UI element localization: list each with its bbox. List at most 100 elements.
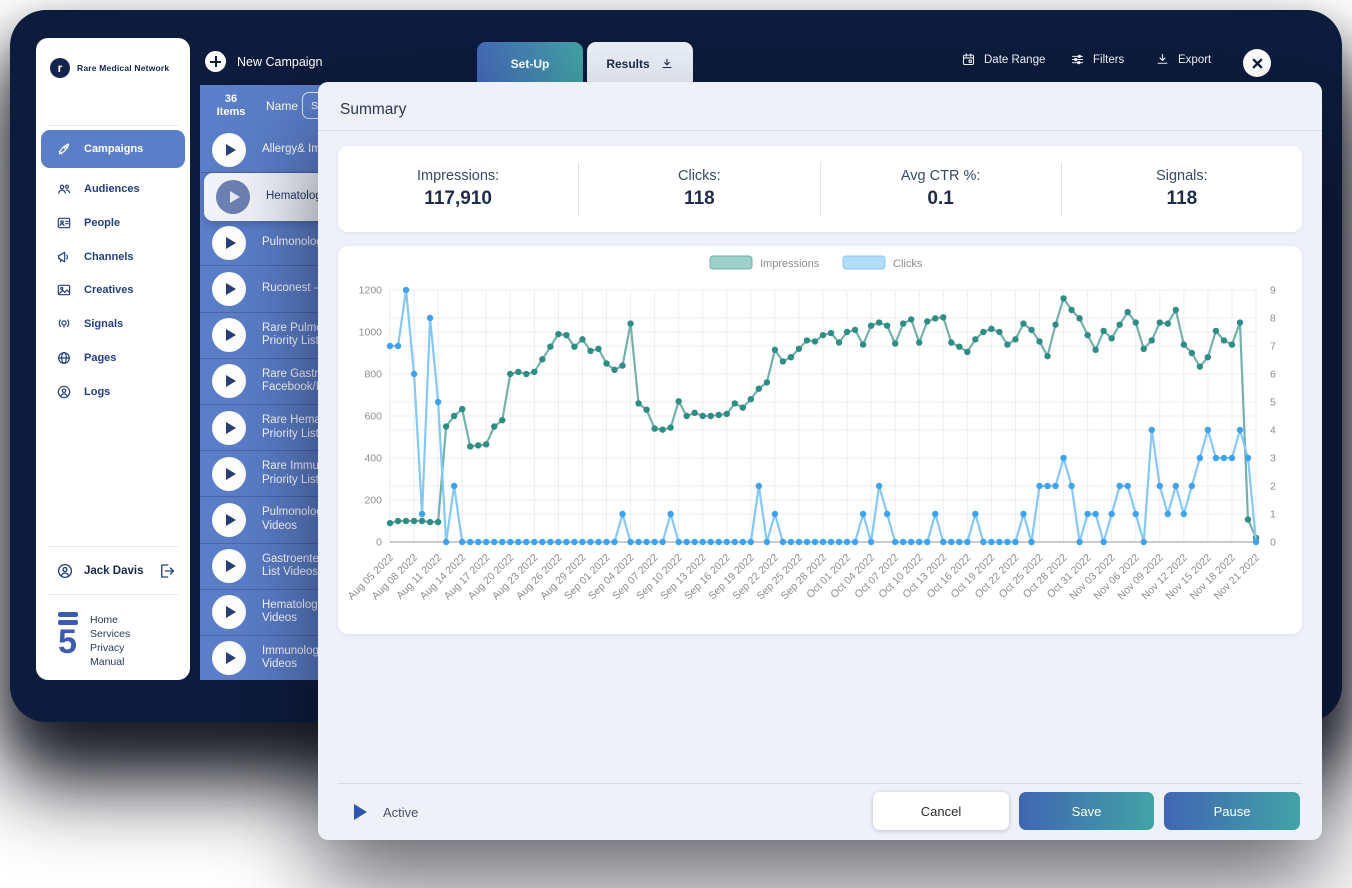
user-row: Jack Davis bbox=[36, 553, 190, 589]
campaign-name: Pulmonolog bbox=[262, 236, 323, 249]
new-campaign-button[interactable]: New Campaign bbox=[205, 51, 322, 72]
play-button[interactable] bbox=[216, 180, 250, 215]
footer-link-manual[interactable]: Manual bbox=[90, 656, 125, 668]
svg-text:0: 0 bbox=[1270, 537, 1276, 549]
play-button[interactable] bbox=[212, 271, 246, 306]
campaign-name: Ruconest - H bbox=[262, 282, 330, 295]
svg-text:400: 400 bbox=[364, 453, 382, 465]
campaign-row[interactable]: Rare Immun Priority List bbox=[200, 451, 680, 498]
divider bbox=[318, 130, 1322, 131]
footer-link-home[interactable]: Home bbox=[90, 614, 119, 626]
sidebar-item-pages[interactable]: Pages bbox=[36, 343, 190, 373]
svg-text:2: 2 bbox=[1270, 481, 1276, 493]
svg-text:3: 3 bbox=[1270, 453, 1276, 465]
sidebar-item-signals[interactable]: Signals bbox=[36, 309, 190, 339]
play-icon bbox=[225, 236, 236, 249]
megaphone-icon bbox=[58, 251, 69, 263]
campaign-name: Rare Hemat Priority List bbox=[262, 414, 324, 440]
divider bbox=[338, 783, 1302, 784]
stat-clicks: Clicks: 118 bbox=[678, 168, 721, 209]
stat-avg-ctr: Avg CTR %: 0.1 bbox=[900, 168, 981, 209]
campaign-name: Rare Immun Priority List bbox=[262, 460, 326, 486]
campaign-row[interactable]: Immunology Videos bbox=[200, 636, 680, 683]
rocket-icon bbox=[58, 143, 70, 155]
calendar-icon bbox=[962, 53, 975, 66]
date-range-button[interactable]: Date Range bbox=[961, 52, 1045, 67]
svg-text:4: 4 bbox=[1270, 425, 1276, 437]
user-icon bbox=[57, 563, 73, 579]
sidebar-item-logs[interactable]: Logs bbox=[36, 377, 190, 407]
play-icon bbox=[225, 652, 236, 665]
play-icon bbox=[225, 606, 236, 619]
play-icon bbox=[225, 282, 236, 295]
status-label: Active bbox=[383, 804, 419, 820]
stat-signals: Signals: 118 bbox=[1156, 168, 1208, 209]
five-logo: 5 bbox=[58, 612, 78, 668]
play-button[interactable] bbox=[212, 549, 246, 584]
sidebar-item-people[interactable]: People bbox=[36, 208, 190, 238]
person-circle-icon bbox=[57, 385, 71, 399]
item-count: 36 Items bbox=[216, 93, 246, 118]
filters-button[interactable]: Filters bbox=[1070, 52, 1124, 67]
pause-button[interactable]: Pause bbox=[1164, 792, 1300, 830]
play-button[interactable] bbox=[212, 410, 246, 445]
logout-icon[interactable] bbox=[158, 562, 176, 580]
campaign-row[interactable]: Pulmonolog bbox=[200, 220, 680, 267]
sidebar-item-channels[interactable]: Channels bbox=[36, 242, 190, 272]
play-button[interactable] bbox=[212, 318, 246, 353]
filters-icon bbox=[1071, 54, 1084, 65]
divider bbox=[819, 162, 821, 216]
modal-title: Summary bbox=[340, 101, 407, 118]
sidebar-item-audiences[interactable]: Audiences bbox=[36, 174, 190, 204]
export-icon bbox=[1157, 53, 1168, 64]
play-button[interactable] bbox=[212, 595, 246, 630]
svg-text:7: 7 bbox=[1270, 341, 1276, 353]
play-status-icon[interactable] bbox=[354, 804, 367, 820]
play-button[interactable] bbox=[212, 225, 246, 260]
sidebar-item-creatives[interactable]: Creatives bbox=[36, 275, 190, 305]
footer-link-privacy[interactable]: Privacy bbox=[90, 642, 125, 654]
play-icon bbox=[225, 560, 236, 573]
campaign-name: Hematology Videos bbox=[262, 598, 324, 625]
sidebar-item-campaigns[interactable]: Campaigns bbox=[41, 130, 185, 168]
sidebar: r Rare Medical Network Campaigns Audienc… bbox=[36, 38, 190, 680]
play-button[interactable] bbox=[212, 502, 246, 537]
globe-icon bbox=[58, 352, 70, 364]
play-icon bbox=[225, 421, 236, 434]
play-button[interactable] bbox=[212, 132, 246, 167]
svg-text:8: 8 bbox=[1270, 313, 1276, 325]
svg-text:Impressions: Impressions bbox=[760, 258, 820, 270]
contact-card-icon bbox=[57, 217, 71, 229]
play-button[interactable] bbox=[212, 364, 246, 399]
footer-link-services[interactable]: Services bbox=[90, 628, 131, 640]
campaign-name: Pulmonolog Videos bbox=[262, 506, 323, 532]
results-chart: 0 1 2 3 4 5 6 7 8 9 0 200 400 600 800 1000 1200 Aug 05 20… bbox=[338, 246, 1302, 634]
tab-results[interactable]: Results bbox=[587, 42, 693, 86]
play-button[interactable] bbox=[212, 641, 246, 676]
divider bbox=[48, 125, 178, 126]
svg-text:1000: 1000 bbox=[359, 327, 383, 339]
divider bbox=[1060, 162, 1062, 216]
download-icon[interactable] bbox=[660, 57, 674, 71]
play-icon bbox=[225, 329, 236, 342]
plus-icon bbox=[205, 51, 226, 72]
play-icon bbox=[225, 143, 236, 156]
svg-text:1200: 1200 bbox=[359, 285, 383, 297]
save-button[interactable]: Save bbox=[1019, 792, 1154, 830]
play-button[interactable] bbox=[212, 456, 246, 491]
divider bbox=[48, 546, 178, 547]
close-button[interactable] bbox=[1243, 49, 1271, 77]
cancel-button[interactable]: Cancel bbox=[873, 792, 1009, 830]
signal-bulb-icon bbox=[58, 319, 70, 328]
image-icon bbox=[57, 284, 71, 296]
svg-text:600: 600 bbox=[364, 411, 382, 423]
tab-set-up[interactable]: Set-Up bbox=[477, 42, 583, 86]
status-row: Active bbox=[354, 804, 418, 820]
brand-name: Rare Medical Network bbox=[77, 63, 170, 73]
brand: r Rare Medical Network bbox=[36, 38, 190, 78]
campaign-name: Allergy& Imm bbox=[262, 142, 331, 155]
svg-text:200: 200 bbox=[364, 495, 382, 507]
export-button[interactable]: Export bbox=[1155, 52, 1211, 67]
user-name: Jack Davis bbox=[84, 565, 144, 577]
